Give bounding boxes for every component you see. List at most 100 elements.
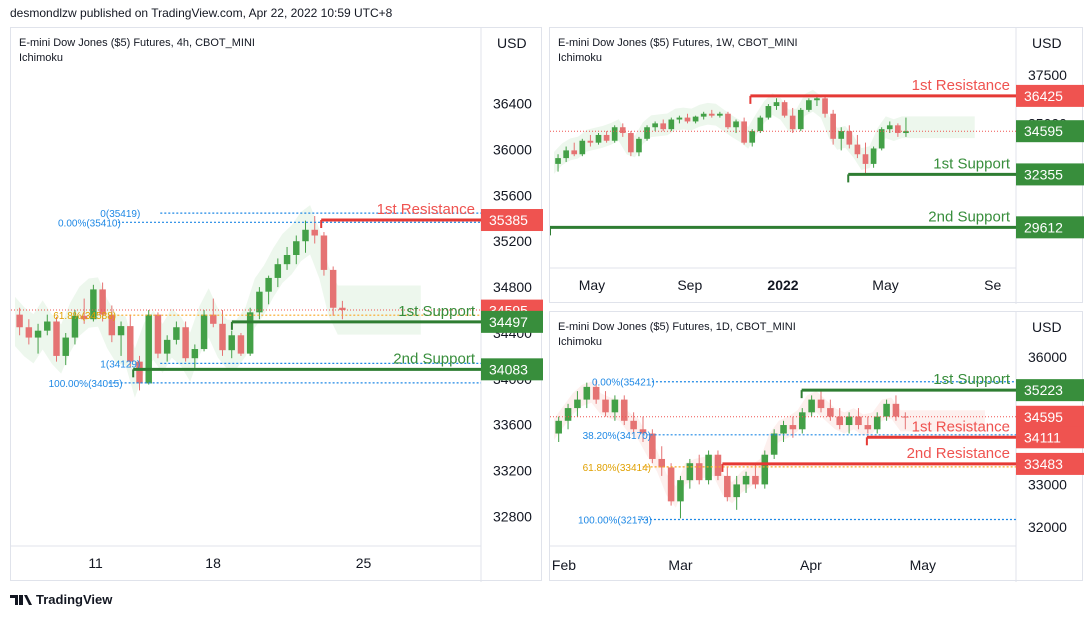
fib-level-label: 61.80%(33414) bbox=[583, 463, 651, 474]
candle-body bbox=[886, 125, 893, 130]
candle-body bbox=[274, 264, 282, 278]
x-tick-label: 25 bbox=[356, 555, 372, 571]
candle-body bbox=[302, 229, 309, 242]
candle-body bbox=[145, 314, 152, 384]
candle-body bbox=[695, 463, 703, 481]
candle-body bbox=[71, 315, 79, 338]
candle-body bbox=[660, 123, 667, 130]
candle-body bbox=[339, 307, 346, 311]
chart-panel-1d[interactable]: E-mini Dow Jones ($5) Futures, 1D, CBOT_… bbox=[549, 311, 1084, 582]
candle-body bbox=[808, 399, 815, 413]
y-tick-label: 33600 bbox=[493, 417, 532, 433]
x-tick-label: May bbox=[579, 277, 605, 293]
candle-body bbox=[587, 140, 594, 143]
candle-body bbox=[789, 115, 796, 130]
indicator-label: Ichimoku bbox=[558, 336, 602, 348]
chart-1w-svg[interactable]: E-mini Dow Jones ($5) Futures, 1W, CBOT_… bbox=[550, 28, 1084, 304]
candle-body bbox=[814, 98, 820, 101]
currency-label: USD bbox=[497, 35, 527, 51]
candle-body bbox=[256, 291, 263, 313]
candle-body bbox=[154, 314, 162, 354]
candle-body bbox=[873, 416, 881, 430]
candle-body bbox=[892, 403, 900, 417]
candle-body bbox=[822, 98, 828, 114]
candle-body bbox=[293, 241, 300, 255]
candle-body bbox=[611, 127, 618, 141]
candle-body bbox=[789, 425, 797, 430]
y-tick-label: 37500 bbox=[1028, 67, 1067, 83]
price-label-box bbox=[1016, 216, 1084, 239]
candle-body bbox=[283, 254, 291, 265]
price-label-text: 35223 bbox=[1024, 382, 1063, 398]
candle-body bbox=[628, 133, 634, 153]
chart-1d-svg[interactable]: E-mini Dow Jones ($5) Futures, 1D, CBOT_… bbox=[550, 312, 1084, 582]
chart-title: E-mini Dow Jones ($5) Futures, 1D, CBOT_… bbox=[558, 321, 796, 333]
candle-body bbox=[733, 484, 740, 498]
candle-body bbox=[725, 113, 731, 128]
fib-level-label: 100.00%(34015) bbox=[49, 379, 123, 390]
candle-body bbox=[16, 314, 23, 328]
x-tick-label: Feb bbox=[552, 557, 576, 573]
candle-body bbox=[652, 123, 658, 128]
candle-body bbox=[246, 312, 254, 354]
candle-body bbox=[700, 113, 707, 117]
x-tick-label: 11 bbox=[88, 555, 103, 571]
candle-body bbox=[692, 116, 699, 122]
candle-body bbox=[806, 100, 812, 110]
candle-body bbox=[25, 327, 33, 338]
candle-body bbox=[636, 138, 642, 153]
candle-body bbox=[630, 420, 637, 430]
level-label: 1st Support bbox=[933, 155, 1011, 172]
candle-body bbox=[62, 337, 69, 356]
candle-body bbox=[228, 335, 235, 351]
candle-body bbox=[583, 386, 591, 400]
candle-body bbox=[765, 106, 772, 118]
candle-body bbox=[845, 416, 853, 426]
candle-body bbox=[883, 403, 890, 417]
candle-body bbox=[639, 429, 647, 434]
price-label-box bbox=[1016, 426, 1084, 449]
price-label-text: 34595 bbox=[1024, 123, 1063, 139]
fib-level-label: 0.00%(35410) bbox=[58, 218, 121, 229]
price-label-text: 29612 bbox=[1024, 219, 1063, 235]
candle-body bbox=[798, 412, 806, 430]
candle-body bbox=[611, 399, 619, 413]
y-tick-label: 32000 bbox=[1028, 519, 1067, 535]
chart-4h-svg[interactable]: E-mini Dow Jones ($5) Futures, 4h, CBOT_… bbox=[11, 28, 543, 582]
price-label-text: 35385 bbox=[489, 212, 528, 228]
price-label-text: 34595 bbox=[1024, 409, 1063, 425]
footer-brand-text: TradingView bbox=[36, 592, 113, 607]
candle-body bbox=[676, 117, 683, 120]
fib-level-label: 0.00%(35421) bbox=[592, 378, 655, 389]
candle-body bbox=[329, 269, 337, 308]
candle-body bbox=[163, 339, 171, 354]
footer-brand[interactable]: TradingView bbox=[10, 592, 112, 607]
chart-panel-1w[interactable]: E-mini Dow Jones ($5) Futures, 1W, CBOT_… bbox=[549, 27, 1084, 304]
price-label-text: 34111 bbox=[1024, 429, 1061, 445]
y-tick-label: 36000 bbox=[493, 141, 532, 157]
candle-body bbox=[667, 467, 675, 502]
y-tick-label: 32800 bbox=[493, 508, 532, 524]
candle-body bbox=[668, 119, 675, 130]
level-label: 1st Resistance bbox=[912, 77, 1010, 94]
candle-body bbox=[830, 113, 836, 139]
x-tick-label: 2022 bbox=[767, 277, 798, 293]
candle-body bbox=[595, 134, 602, 143]
candle-body bbox=[571, 150, 578, 155]
y-tick-label: 35200 bbox=[493, 233, 532, 249]
level-label: 2nd Support bbox=[393, 350, 476, 367]
candle-body bbox=[603, 134, 610, 141]
candle-body bbox=[895, 125, 901, 134]
price-label-box bbox=[481, 209, 543, 232]
x-tick-label: May bbox=[910, 557, 936, 573]
currency-label: USD bbox=[1032, 35, 1062, 51]
chart-panel-4h[interactable]: E-mini Dow Jones ($5) Futures, 4h, CBOT_… bbox=[10, 27, 543, 582]
x-tick-label: Sep bbox=[677, 277, 702, 293]
candle-body bbox=[781, 102, 788, 116]
candle-body bbox=[555, 420, 562, 434]
ichimoku-cloud bbox=[15, 205, 421, 398]
candle-body bbox=[761, 454, 769, 485]
candle-body bbox=[838, 131, 845, 139]
candle-body bbox=[741, 121, 747, 143]
